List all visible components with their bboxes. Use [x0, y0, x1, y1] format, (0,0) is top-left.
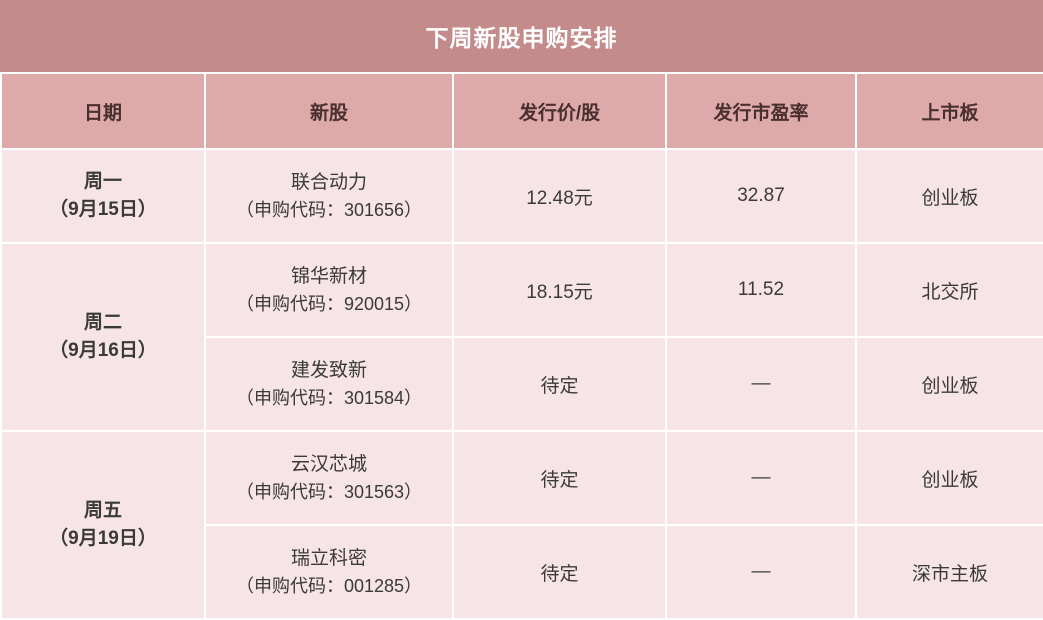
table-row: 周一 （9月15日） 联合动力 （申购代码：301656） 12.48元 32.… — [0, 148, 1043, 244]
table-row: 周五 （9月19日） 云汉芯城 （申购代码：301563） 待定 — 创业板 — [0, 430, 1043, 620]
pe-cell: 11.52 — [665, 242, 857, 338]
stock-code: （申购代码：301584） — [235, 387, 423, 408]
date-cell: 周一 （9月15日） — [0, 148, 206, 244]
price-cell: 12.48元 — [452, 148, 667, 244]
column-header-pe: 发行市盈率 — [665, 72, 857, 150]
column-header-board: 上市板 — [855, 72, 1043, 150]
table-row: 建发致新 （申购代码：301584） 待定 — 创业板 — [1, 336, 1043, 432]
page-title: 下周新股申购安排 — [425, 25, 618, 51]
pe-cell: 32.87 — [665, 148, 857, 244]
board-cell: 创业板 — [855, 336, 1043, 432]
date-day: 周五 — [83, 500, 122, 522]
board-cell: 创业板 — [855, 430, 1043, 526]
title-bar: 下周新股申购安排 — [0, 0, 1043, 72]
table-body: 周一 （9月15日） 联合动力 （申购代码：301656） 12.48元 32.… — [0, 148, 1043, 620]
table-row: 周二 （9月16日） 锦华新材 （申购代码：920015） 18.15元 11.… — [0, 242, 1043, 432]
board-cell: 深市主板 — [855, 524, 1043, 620]
stock-cell: 云汉芯城 （申购代码：301563） — [204, 430, 454, 526]
date-cell: 周五 （9月19日） — [0, 430, 206, 620]
date-day: 周二 — [83, 312, 122, 334]
stock-cell: 联合动力 （申购代码：301656） — [204, 148, 454, 244]
column-header-price: 发行价/股 — [452, 72, 667, 150]
board-cell: 北交所 — [855, 242, 1043, 338]
price-cell: 待定 — [452, 336, 667, 432]
stock-cell: 瑞立科密 （申购代码：001285） — [204, 524, 454, 620]
stock-name: 云汉芯城 — [290, 454, 367, 476]
price-cell: 18.15元 — [452, 242, 667, 338]
date-day: 周一 — [83, 171, 122, 193]
stock-cell: 建发致新 （申购代码：301584） — [204, 336, 454, 432]
pe-cell: — — [665, 524, 857, 620]
date-full: （9月16日） — [49, 340, 157, 361]
stock-name: 联合动力 — [290, 172, 367, 194]
date-full: （9月15日） — [49, 199, 157, 220]
stock-code: （申购代码：301563） — [235, 481, 423, 502]
pe-cell: — — [665, 336, 857, 432]
date-full: （9月19日） — [49, 528, 157, 549]
table-header: 日期 新股 发行价/股 发行市盈率 上市板 — [0, 72, 1043, 150]
stock-code: （申购代码：001285） — [235, 575, 423, 596]
price-cell: 待定 — [452, 524, 667, 620]
stock-code: （申购代码：920015） — [235, 293, 423, 314]
stock-code: （申购代码：301656） — [235, 199, 423, 220]
price-cell: 待定 — [452, 430, 667, 526]
stock-name: 锦华新材 — [290, 266, 367, 288]
stock-cell: 锦华新材 （申购代码：920015） — [204, 242, 454, 338]
date-cell: 周二 （9月16日） — [0, 242, 206, 432]
board-cell: 创业板 — [855, 148, 1043, 244]
stock-name: 建发致新 — [290, 360, 367, 382]
pe-cell: — — [665, 430, 857, 526]
column-header-date: 日期 — [0, 72, 206, 150]
ipo-schedule-table: 日期 新股 发行价/股 发行市盈率 上市板 周一 （9月15日） 联合动力 （申… — [0, 72, 1043, 620]
column-header-stock: 新股 — [204, 72, 454, 150]
table-header-row: 日期 新股 发行价/股 发行市盈率 上市板 — [0, 72, 1043, 150]
